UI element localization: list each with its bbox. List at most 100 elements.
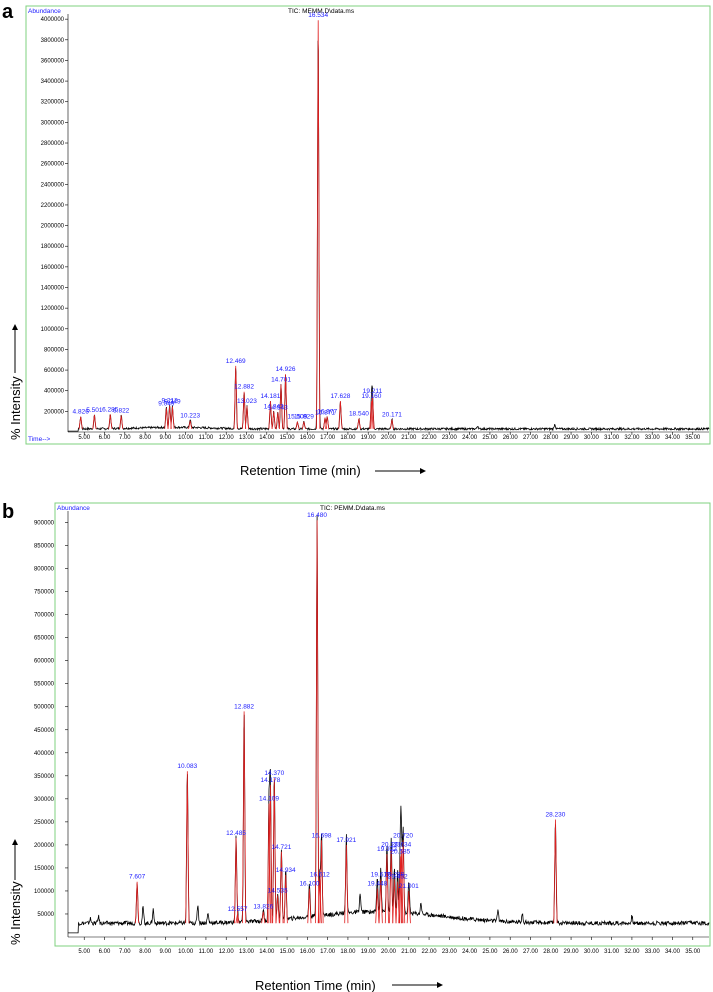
panel-a-integration-mark — [338, 401, 343, 429]
panel-b-x-tick-label: 9.00 — [160, 949, 172, 955]
panel-a-x-tick-label: 27.00 — [523, 435, 539, 441]
panel-b-peak-label: 20.585 — [390, 848, 410, 855]
panel-a-x-tick-label: 20.00 — [381, 435, 397, 441]
panel-a-y-tick-label: 3800000 — [41, 38, 65, 44]
panel-a-integration-mark — [108, 414, 113, 429]
panel-b-integration-mark — [392, 879, 397, 924]
panel-a-x-tick-label: 5.00 — [78, 435, 90, 441]
panel-b-x-tick-label: 25.00 — [482, 949, 498, 955]
panel-a-x-tick-label: 28.00 — [543, 435, 559, 441]
panel-b-peak-label: 20.634 — [391, 841, 411, 848]
panel-b-tic-trace — [68, 514, 710, 934]
panel-b-y-tick-label: 300000 — [34, 797, 55, 803]
panel-b-integration-mark — [242, 711, 247, 924]
panel-b-x-tick-label: 24.00 — [462, 949, 478, 955]
panel-b-x-tick-label: 14.00 — [259, 949, 275, 955]
panel-b-y-tick-label: 50000 — [37, 912, 54, 918]
panel-b-x-tick-label: 32.00 — [624, 949, 640, 955]
panel-b-integration-mark — [275, 895, 280, 924]
panel-a-integration-mark — [119, 415, 124, 429]
panel-b-peak-label: 14.178 — [260, 777, 280, 784]
panel-a-integration-mark — [170, 406, 175, 429]
panel-b-peak-label: 12.557 — [228, 906, 248, 913]
panel-a-y-tick-label: 600000 — [44, 368, 65, 374]
panel-b-integration-mark — [235, 913, 240, 924]
panel-a-integration-mark — [370, 395, 375, 429]
panel-a-y-tick-label: 200000 — [44, 409, 65, 415]
panel-b-integration-mark — [401, 840, 406, 924]
panel-b-peak-label: 16.480 — [307, 512, 327, 519]
panel-b-peak-label: 16.612 — [310, 871, 330, 878]
panel-b-x-tick-label: 8.00 — [139, 949, 151, 955]
panel-b-integration-mark — [185, 771, 190, 924]
panel-b-x-tick-label: 11.00 — [199, 949, 214, 955]
panel-a-x-tick-label: 17.00 — [320, 435, 336, 441]
panel-a-peak-label: 6.822 — [113, 407, 130, 414]
panel-a-y-tick-label: 2400000 — [41, 182, 65, 188]
panel-a-integration-mark — [92, 414, 97, 429]
panel-b-peak-label: 14.535 — [268, 888, 288, 895]
panel-b-x-tick-label: 27.00 — [523, 949, 539, 955]
panel-b-x-arrow — [392, 982, 443, 988]
panel-b-peak-label: 13.826 — [253, 904, 273, 911]
panel-a-y-tick-label: 3600000 — [41, 58, 65, 64]
panel-a-y-tick-label: 1800000 — [41, 244, 65, 250]
panel-b-y-arrow — [12, 839, 18, 880]
panel-b-peak-label: 19.617 — [371, 871, 391, 878]
panel-a-peak-label: 10.223 — [180, 413, 200, 420]
panel-a-integration-mark — [271, 411, 276, 429]
panel-b-peak-label: 12.485 — [226, 830, 246, 837]
panel-b-x-tick-label: 20.00 — [381, 949, 397, 955]
panel-b-integration-mark — [378, 879, 383, 924]
panel-b-integration-mark — [283, 874, 288, 924]
panel-b-x-tick-label: 26.00 — [503, 949, 519, 955]
panel-b-x-tick-label: 17.00 — [320, 949, 336, 955]
panel-a-peak-label: 15.509 — [287, 414, 307, 421]
panel-a-x-tick-label: 12.00 — [219, 435, 235, 441]
panel-b-integration-mark — [268, 785, 273, 924]
panel-b-peak-label: 16.698 — [312, 832, 332, 839]
panel-a-tic-trace — [68, 40, 710, 432]
panel-b-peak-label: 16.100 — [299, 881, 319, 888]
panel-a-peak-label: 18.540 — [349, 411, 369, 418]
panel-b-integration-mark — [344, 844, 349, 924]
panel-b-peak-label: 20.131 — [381, 841, 401, 848]
panel-a-x-tick-label: 8.00 — [139, 435, 151, 441]
panel-a-integration-mark — [278, 384, 284, 429]
panel-a-peak-label: 9.212 — [162, 398, 179, 405]
panel-b-x-tick-label: 6.00 — [99, 949, 111, 955]
panel-a-y-tick-label: 1000000 — [41, 327, 65, 333]
panel-a-integration-mark — [369, 401, 374, 429]
panel-b-x-tick-label: 16.00 — [300, 949, 316, 955]
panel-b-peak-label: 7.607 — [129, 874, 146, 881]
panel-b-peak-label: 10.083 — [177, 763, 197, 770]
panel-b-x-tick-label: 21.00 — [401, 949, 417, 955]
panel-a-xlabel: Retention Time (min) — [240, 463, 361, 478]
panel-b-y-tick-label: 350000 — [34, 774, 55, 780]
panel-a-integration-mark — [268, 401, 273, 429]
panel-b-y-tick-label: 750000 — [34, 590, 55, 596]
panel-b-integration-mark — [266, 803, 272, 924]
panel-b: b Abundance TIC: PEMM.D\data.ms Retentio… — [2, 501, 711, 992]
panel-a-y-tick-label: 2600000 — [41, 162, 65, 168]
panel-a-peak-label: 6.285 — [102, 406, 119, 413]
panel-b-plot: 50000 100000 150000 200000 250000 300000 35000… — [34, 511, 710, 955]
panel-b-x-tick-label: 18.00 — [340, 949, 356, 955]
plot-layer: 200000 400000 600000 800000 1000000 1200000 14… — [34, 12, 710, 955]
panel-a-x-tick-label: 18.00 — [340, 435, 356, 441]
panel-a-y-tick-label: 400000 — [44, 389, 65, 395]
panel-a-x-tick-label: 31.00 — [604, 435, 620, 441]
panel-a-integration-mark — [167, 405, 172, 429]
panel-a-time-label: Time--> — [28, 436, 51, 443]
panel-b-y-tick-label: 150000 — [34, 866, 55, 872]
panel-b-x-tick-label: 13.00 — [239, 949, 255, 955]
panel-a: a Abundance TIC: MEMM.D\data.ms Time--> … — [2, 1, 711, 478]
panel-a-letter: a — [2, 1, 14, 23]
panel-b-x-tick-label: 7.00 — [119, 949, 131, 955]
panel-a-x-tick-label: 26.00 — [503, 435, 519, 441]
panel-a-peak-label: 12.882 — [234, 384, 254, 391]
panel-b-integration-mark — [384, 854, 389, 924]
panel-a-peak-label: 14.701 — [271, 377, 291, 384]
panel-a-peak-label: 20.171 — [382, 412, 402, 419]
